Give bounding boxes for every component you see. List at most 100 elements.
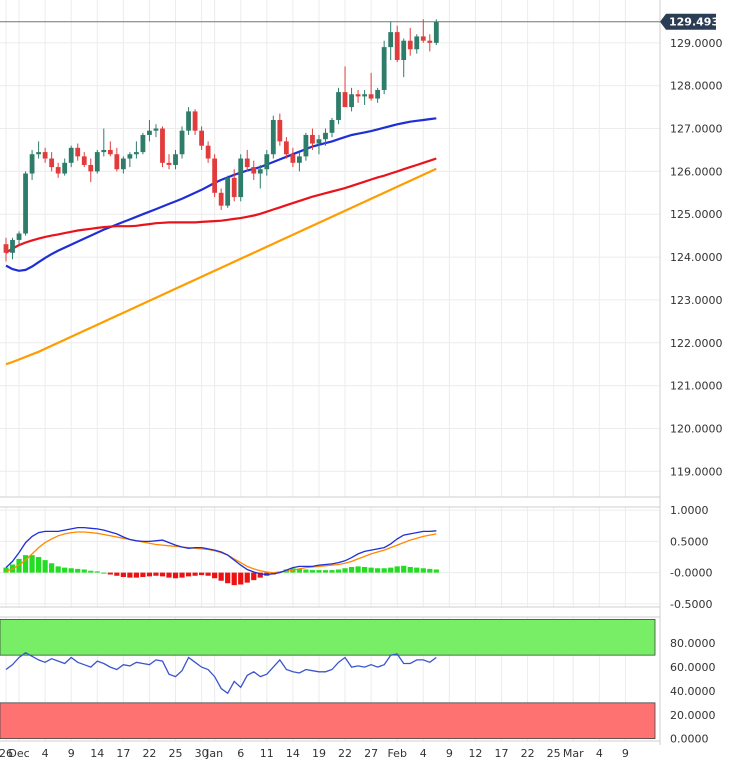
candle-body bbox=[42, 152, 48, 159]
candle-body bbox=[368, 94, 374, 99]
macd-histogram-bar bbox=[55, 566, 61, 573]
macd-histogram-bar bbox=[153, 572, 159, 576]
date-tick-label: 9 bbox=[622, 747, 629, 760]
date-tick-label: 4 bbox=[420, 747, 427, 760]
macd-histogram-bar bbox=[42, 560, 48, 573]
macd-histogram-bar bbox=[296, 568, 302, 573]
rsi-tick-label: 60.0000 bbox=[670, 661, 716, 674]
date-tick-label: Dec bbox=[8, 747, 29, 760]
candle-body bbox=[120, 158, 126, 170]
macd-lines bbox=[5, 526, 437, 576]
candle-body bbox=[257, 169, 263, 174]
candlesticks bbox=[3, 19, 439, 262]
candle-body bbox=[290, 154, 296, 163]
macd-histogram-bar bbox=[192, 572, 198, 576]
price-tick-label: 124.0000 bbox=[670, 251, 723, 264]
macd-histogram-bar bbox=[388, 567, 394, 573]
macd-histogram-bar bbox=[75, 568, 81, 573]
macd-histogram-bar bbox=[244, 572, 250, 583]
candle-body bbox=[381, 47, 387, 90]
macd-histogram-bar bbox=[225, 572, 231, 584]
macd-histogram-bar bbox=[68, 568, 74, 573]
overbought-zone bbox=[0, 618, 656, 656]
macd-tick-label: 0.5000 bbox=[670, 535, 709, 548]
candle-body bbox=[251, 167, 257, 174]
macd-histogram-bar bbox=[427, 568, 433, 573]
macd-histogram-bar bbox=[329, 570, 335, 573]
macd-histogram-bar bbox=[146, 572, 153, 577]
date-tick-label: 27 bbox=[364, 747, 378, 760]
macd-histogram-bar bbox=[335, 569, 342, 573]
macd-histogram-bar bbox=[251, 572, 257, 581]
candle-body bbox=[29, 154, 35, 174]
moving-average-line bbox=[5, 167, 437, 366]
macd-tick-label: -0.0000 bbox=[670, 567, 712, 580]
candle-body bbox=[153, 128, 159, 131]
date-tick-label: 4 bbox=[596, 747, 603, 760]
macd-histogram-bar bbox=[107, 572, 113, 575]
candle-body bbox=[134, 152, 139, 155]
candle-body bbox=[173, 154, 178, 165]
date-tick-label: 9 bbox=[68, 747, 75, 760]
macd-histogram-bar bbox=[322, 570, 329, 573]
moving-average-lines bbox=[5, 117, 437, 366]
macd-histogram-bar bbox=[29, 555, 35, 573]
candle-body bbox=[16, 233, 22, 240]
macd-histogram-bar bbox=[348, 567, 355, 573]
macd-histogram-bar bbox=[218, 572, 224, 581]
price-panel: 119.0000 120.0000 121.0000 122.0000 123.0000… bbox=[0, 0, 723, 745]
macd-histogram-bar bbox=[394, 566, 400, 573]
candle-body bbox=[114, 154, 120, 170]
macd-histogram-bar bbox=[81, 569, 87, 573]
candle-body bbox=[147, 130, 152, 135]
macd-histogram-bar bbox=[205, 572, 211, 576]
candle-body bbox=[225, 177, 231, 206]
macd-histogram-bar bbox=[159, 572, 166, 577]
candle-body bbox=[264, 154, 270, 170]
date-tick-label: 11 bbox=[260, 747, 274, 760]
macd-tick-label: 1.0000 bbox=[670, 504, 709, 517]
macd-axis: 1.0000 0.5000 -0.0000 -0.5000 bbox=[670, 504, 712, 611]
price-axis: 119.0000 120.0000 121.0000 122.0000 123.0000… bbox=[670, 37, 723, 478]
date-tick-label: 14 bbox=[90, 747, 104, 760]
candle-body bbox=[310, 134, 315, 144]
macd-histogram-bar bbox=[185, 572, 192, 577]
rsi-grid bbox=[0, 616, 660, 742]
candle-body bbox=[355, 94, 361, 97]
candle-body bbox=[362, 94, 367, 97]
candle-body bbox=[23, 173, 28, 234]
macd-histogram-bar bbox=[166, 572, 172, 578]
candle-body bbox=[101, 149, 107, 153]
candle-body bbox=[107, 149, 113, 155]
candle-body bbox=[160, 128, 165, 163]
current-price-tag bbox=[660, 13, 716, 30]
candle-body bbox=[55, 167, 61, 174]
macd-panel: 1.0000 0.5000 -0.0000 -0.5000 bbox=[0, 504, 712, 611]
candle-body bbox=[231, 177, 237, 198]
date-tick-label: 25 bbox=[547, 747, 561, 760]
candle-body bbox=[394, 32, 400, 60]
macd-histogram-bar bbox=[140, 572, 146, 577]
macd-histogram-bar bbox=[238, 572, 244, 585]
date-tick-label: 14 bbox=[286, 747, 300, 760]
date-tick-label: 17 bbox=[116, 747, 130, 760]
oversold-zone bbox=[0, 702, 656, 740]
rsi-tick-label: 20.0000 bbox=[670, 709, 716, 722]
macd-histogram-bar bbox=[257, 572, 263, 578]
price-tick-label: 129.0000 bbox=[670, 37, 723, 50]
rsi-line bbox=[5, 652, 437, 695]
candle-body bbox=[140, 134, 146, 153]
price-tick-label: 119.0000 bbox=[670, 465, 723, 478]
macd-histogram-bar bbox=[420, 568, 426, 573]
macd-histogram-bar bbox=[22, 555, 29, 573]
candle-body bbox=[407, 40, 413, 50]
date-tick-label: 9 bbox=[446, 747, 453, 760]
macd-histogram-bar bbox=[62, 567, 68, 573]
candle-body bbox=[349, 94, 354, 108]
candle-body bbox=[68, 147, 74, 163]
macd-histogram-bar bbox=[49, 563, 55, 573]
macd-histogram-bar bbox=[94, 571, 100, 573]
date-tick-label: 19 bbox=[312, 747, 326, 760]
date-tick-label: 12 bbox=[468, 747, 482, 760]
